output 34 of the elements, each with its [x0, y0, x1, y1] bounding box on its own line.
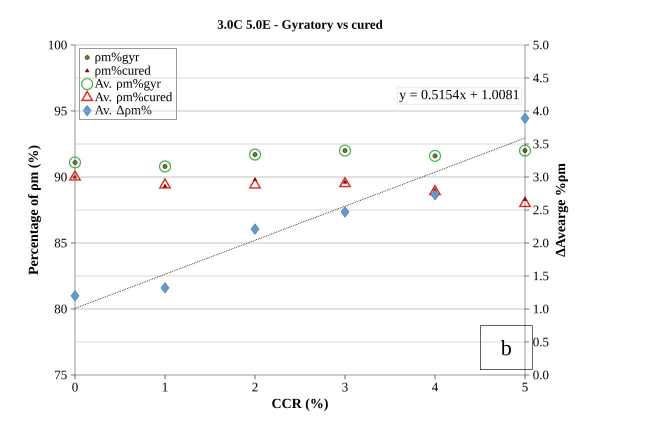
y-tick-label: 80 [54, 304, 67, 314]
y2-tick-label: 4.0 [533, 106, 548, 116]
y2-tick-label: 3.0 [533, 172, 548, 182]
chart-title: 3.0C 5.0E - Gyratory vs cured [218, 20, 383, 32]
legend-label: ρm%gyr [95, 52, 140, 64]
x-tick-label: 2 [252, 382, 258, 392]
y-axis-title: Percentage of ρm (%) [28, 146, 41, 275]
y2-tick-label: 5.0 [534, 40, 548, 50]
y-tick-label: 100 [48, 40, 67, 50]
x-tick-label: 5 [522, 382, 528, 392]
x-tick-label: 4 [432, 382, 438, 392]
y-tick-label: 75 [55, 370, 67, 380]
y2-tick-label: 2.0 [533, 238, 548, 248]
y-tick-label: 95 [54, 106, 67, 116]
legend-label: Av. ρm%cured [94, 92, 172, 104]
legend-label: Av. ρm%gyr [94, 79, 161, 90]
y2-tick-label: 0.0 [533, 370, 548, 380]
y2-tick-label: 3.5 [533, 140, 548, 148]
y2-tick-label: 1.5 [534, 272, 548, 280]
y2-axis-title: ΔAvearge %ρm [556, 163, 568, 257]
x-tick-label: 0 [72, 382, 78, 392]
x-tick-label: 1 [162, 382, 168, 392]
x-axis-title: CCR (%) [272, 398, 328, 411]
annotation: b [500, 340, 511, 356]
y2-tick-label: 1.0 [534, 304, 548, 314]
y2-tick-label: 0.5 [533, 338, 548, 346]
y-tick-label: 90 [54, 172, 67, 182]
x-tick-label: 3 [342, 382, 348, 392]
y2-tick-label: 4.5 [533, 74, 548, 82]
legend-label: Av. Δρm% [94, 106, 152, 117]
legend-label: ρm%cured [95, 66, 151, 78]
y-tick-label: 85 [54, 238, 67, 248]
y2-tick-label: 2.5 [533, 206, 548, 214]
annotation: y = 0.5154x + 1.0081 [399, 90, 519, 102]
